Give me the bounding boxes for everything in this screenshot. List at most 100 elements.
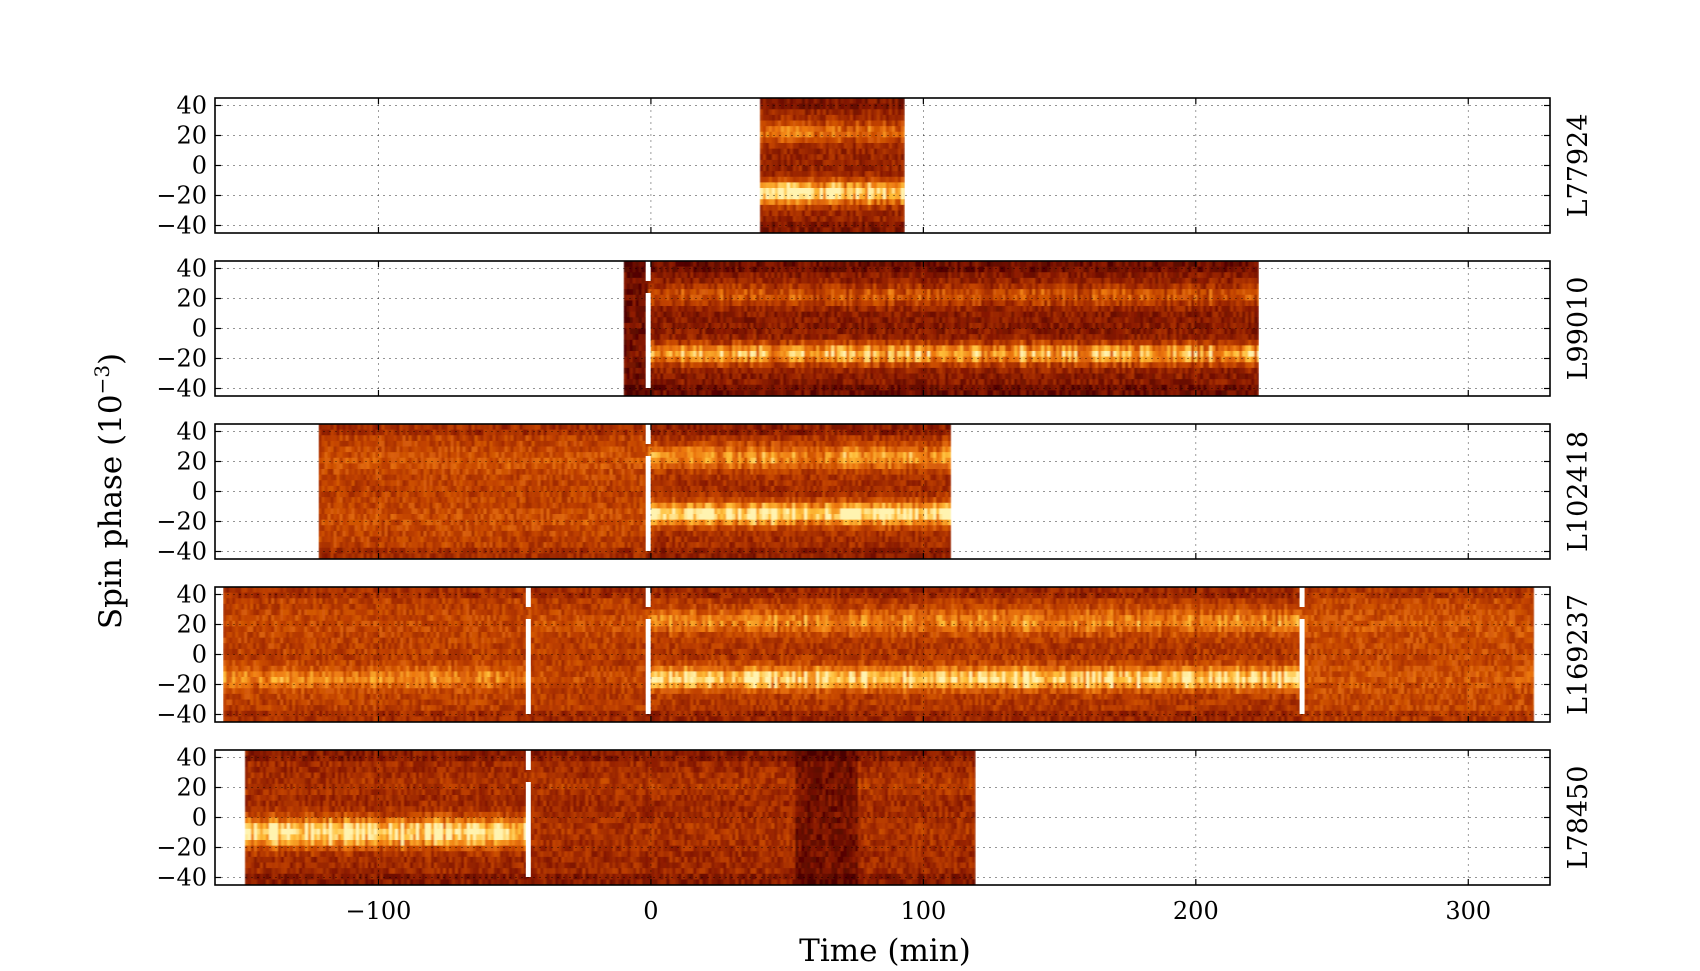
heat-cell xyxy=(1017,300,1021,307)
heat-cell xyxy=(960,339,964,346)
heat-cell xyxy=(756,373,760,380)
heat-cell xyxy=(1023,300,1027,307)
heat-cell xyxy=(672,334,676,341)
heat-cell xyxy=(1026,351,1030,358)
heat-cell xyxy=(750,339,754,346)
heat-cell xyxy=(876,289,880,296)
heat-cell xyxy=(798,193,803,200)
heat-cell xyxy=(894,182,899,189)
heat-cell xyxy=(1032,351,1036,358)
heat-cell xyxy=(783,300,787,307)
heat-cell xyxy=(765,204,770,211)
heat-cell xyxy=(906,379,910,386)
heat-cell xyxy=(864,137,869,144)
heat-cell xyxy=(792,103,797,110)
heat-cell xyxy=(660,379,664,386)
heat-cell xyxy=(1059,322,1063,329)
heat-cell xyxy=(831,306,835,313)
heat-cell xyxy=(1065,283,1069,290)
heat-cell xyxy=(921,266,925,273)
heat-cell xyxy=(647,289,649,296)
heat-cell xyxy=(813,306,817,313)
heat-cell xyxy=(870,221,875,228)
heat-cell xyxy=(966,306,970,313)
heat-cell xyxy=(792,114,797,121)
heat-cell xyxy=(804,283,808,290)
heat-cell xyxy=(792,148,797,155)
heat-cell xyxy=(960,334,964,341)
heat-cell xyxy=(702,379,706,386)
heat-cell xyxy=(879,289,883,296)
heat-cell xyxy=(1020,373,1024,380)
heat-cell xyxy=(1062,272,1066,279)
heat-cell xyxy=(858,210,863,217)
heat-cell xyxy=(975,362,979,369)
heat-cell xyxy=(777,283,781,290)
heat-cell xyxy=(789,379,793,386)
heat-cell xyxy=(702,261,706,268)
heat-cell xyxy=(990,351,994,358)
heat-cell xyxy=(798,120,803,127)
heat-cell xyxy=(759,109,764,116)
heat-cell xyxy=(780,126,785,133)
heat-cell xyxy=(702,362,706,369)
heat-cell xyxy=(846,322,850,329)
heat-cell xyxy=(744,373,748,380)
heat-cell xyxy=(855,261,859,268)
heat-cell xyxy=(870,193,875,200)
heat-cell xyxy=(846,294,850,301)
heat-cell xyxy=(768,322,772,329)
heat-cell xyxy=(1083,306,1087,313)
heat-cell xyxy=(696,261,700,268)
heat-cell xyxy=(858,131,863,138)
heat-cell xyxy=(684,277,688,284)
heat-cell xyxy=(993,356,997,363)
heat-cell xyxy=(726,306,730,313)
heat-cell xyxy=(864,379,868,386)
heat-cell xyxy=(756,266,760,273)
heat-cell xyxy=(1017,272,1021,279)
heat-cell xyxy=(834,266,838,273)
heat-cell xyxy=(978,277,982,284)
heat-cell xyxy=(840,182,845,189)
heat-cell xyxy=(804,362,808,369)
heat-cell xyxy=(960,373,964,380)
heat-cell xyxy=(1065,334,1069,341)
heat-cell xyxy=(882,317,886,324)
heat-cell xyxy=(969,277,973,284)
heat-cell xyxy=(972,339,976,346)
heat-cell xyxy=(942,300,946,307)
heat-cell xyxy=(852,216,857,223)
heat-cell xyxy=(918,289,922,296)
heat-cell xyxy=(1074,356,1078,363)
heat-cell xyxy=(626,289,631,296)
heat-cell xyxy=(1026,266,1030,273)
heat-cell xyxy=(816,143,821,150)
heat-cell xyxy=(789,261,793,268)
heat-cell xyxy=(912,289,916,296)
heat-cell xyxy=(822,322,826,329)
heat-cell xyxy=(840,373,844,380)
heat-cell xyxy=(780,131,785,138)
heat-cell xyxy=(723,390,727,396)
heat-cell xyxy=(951,334,955,341)
heat-cell xyxy=(684,356,688,363)
heat-cell xyxy=(879,193,884,200)
heat-cell xyxy=(987,300,991,307)
heat-cell xyxy=(738,289,742,296)
heat-cell xyxy=(870,311,874,318)
heat-cell xyxy=(903,390,907,396)
heat-cell xyxy=(900,109,905,116)
heat-cell xyxy=(759,204,764,211)
heat-cell xyxy=(786,154,791,161)
heat-cell xyxy=(975,294,979,301)
heat-cell xyxy=(789,216,794,223)
heat-cell xyxy=(996,317,1000,324)
heat-cell xyxy=(1008,289,1012,296)
heat-cell xyxy=(1023,328,1027,335)
heat-cell xyxy=(996,356,1000,363)
heat-cell xyxy=(687,322,691,329)
heat-cell xyxy=(1068,373,1072,380)
heat-cell xyxy=(798,345,802,352)
heat-cell xyxy=(972,300,976,307)
